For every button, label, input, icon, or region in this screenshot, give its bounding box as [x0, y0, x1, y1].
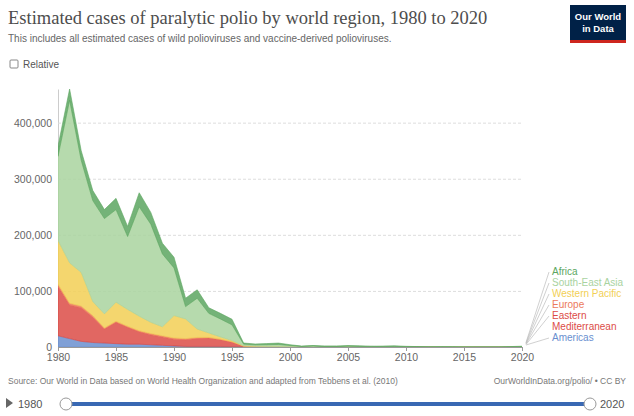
legend-label: EasternMediterranean	[552, 310, 616, 332]
x-tick-label: 1980	[47, 351, 71, 363]
x-tick: 1985	[105, 347, 129, 363]
logo-text: Our World	[575, 11, 621, 22]
y-axis: 0100,000200,000300,000400,000	[14, 90, 522, 353]
y-tick: 400,000	[14, 117, 522, 129]
y-tick-label: 200,000	[14, 229, 52, 241]
chart-root: Estimated cases of paralytic polio by wo…	[0, 0, 634, 416]
legend-label: Africa	[552, 266, 578, 277]
title: Estimated cases of paralytic polio by wo…	[8, 8, 487, 28]
timeline-handle[interactable]	[584, 398, 596, 410]
legend-connector	[526, 305, 549, 344]
x-tick-mark	[232, 347, 233, 351]
legend-connector	[526, 272, 549, 343]
legend-label: South-East Asia	[552, 277, 624, 288]
y-tick-label: 300,000	[14, 173, 52, 185]
url: OurWorldInData.org/polio/ • CC BY	[494, 376, 627, 386]
x-tick-mark	[522, 347, 523, 351]
plot-area	[58, 89, 522, 347]
x-tick-mark	[116, 347, 117, 351]
x-axis: 1980 1985 1990 1995 2000 2005 2010 2015 2020	[47, 347, 535, 363]
logo-text: in Data	[582, 23, 614, 34]
x-tick-label: 2010	[395, 351, 419, 363]
legend-connector	[526, 316, 549, 345]
x-tick-mark	[58, 347, 59, 351]
logo-box	[570, 5, 626, 43]
y-tick-label: 400,000	[14, 117, 52, 129]
timeline-end: 2020	[600, 398, 624, 410]
timeline-track[interactable]	[66, 402, 590, 406]
x-tick: 1980	[47, 347, 71, 363]
x-tick-mark	[464, 347, 465, 351]
x-tick-label: 2015	[453, 351, 477, 363]
x-tick-label: 1985	[105, 351, 129, 363]
logo-bar	[570, 40, 626, 43]
legend-label: Americas	[552, 332, 594, 343]
timeline-start: 1980	[18, 398, 42, 410]
toggle-label[interactable]: Relative	[23, 59, 60, 70]
x-tick-label: 1990	[163, 351, 187, 363]
legend-connector	[526, 338, 549, 345]
x-tick: 1990	[163, 347, 187, 363]
x-tick-label: 2000	[279, 351, 303, 363]
x-tick-mark	[174, 347, 175, 351]
toggle-box[interactable]	[10, 60, 18, 68]
x-tick-mark	[406, 347, 407, 351]
x-tick: 2015	[453, 347, 477, 363]
legend-connector	[526, 283, 549, 343]
subtitle: This includes all estimated cases of wil…	[8, 33, 392, 44]
legend-label: Europe	[552, 299, 585, 310]
play-button[interactable]	[6, 398, 13, 408]
x-tick: 2010	[395, 347, 419, 363]
y-grid-line	[58, 123, 522, 124]
x-tick-mark	[348, 347, 349, 351]
legend-connector	[526, 294, 549, 344]
source: Source: Our World in Data based on World…	[8, 376, 398, 386]
y-tick-label: 100,000	[14, 285, 52, 297]
x-tick-label: 1995	[221, 351, 245, 363]
timeline-handle[interactable]	[60, 398, 72, 410]
x-tick: 2005	[337, 347, 361, 363]
x-tick-label: 2020	[511, 351, 535, 363]
y-grid-line	[58, 179, 522, 180]
x-tick: 2020	[511, 347, 535, 363]
x-tick: 2000	[279, 347, 303, 363]
x-tick-label: 2005	[337, 351, 361, 363]
legend-label: Western Pacific	[552, 288, 621, 299]
x-tick: 1995	[221, 347, 245, 363]
chart-svg: Estimated cases of paralytic polio by wo…	[0, 0, 634, 416]
area	[58, 89, 522, 347]
x-tick-mark	[290, 347, 291, 351]
area	[58, 100, 522, 347]
